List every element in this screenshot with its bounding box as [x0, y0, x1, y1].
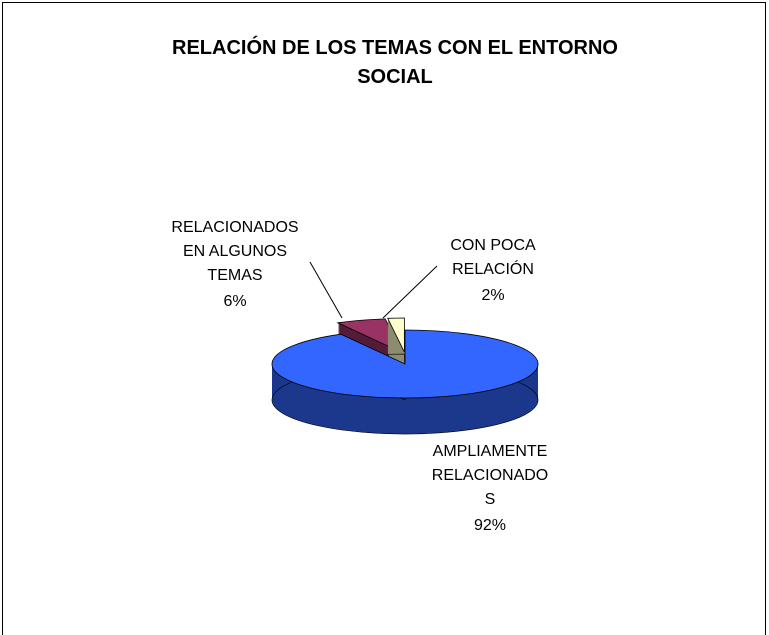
slice-label: RELACIONADOS EN ALGUNOS TEMAS	[171, 219, 299, 284]
pie-slice	[271, 329, 539, 399]
slice-label: AMPLIAMENTE RELACIONADO S	[431, 443, 549, 508]
slice-value-label: 6%	[223, 293, 247, 310]
chart-title: RELACIÓN DE LOS TEMAS CON EL ENTORNO SOC…	[172, 37, 618, 88]
slice-value-label: 92%	[473, 517, 507, 534]
pie-slice	[336, 318, 403, 354]
slice-side-edge	[387, 353, 405, 389]
leader-line	[382, 265, 438, 319]
pie-slice	[387, 317, 405, 353]
slice-value-label: 2%	[481, 287, 505, 304]
slice-label: CON POCA RELACIÓN	[450, 237, 536, 278]
leader-line	[309, 261, 343, 319]
